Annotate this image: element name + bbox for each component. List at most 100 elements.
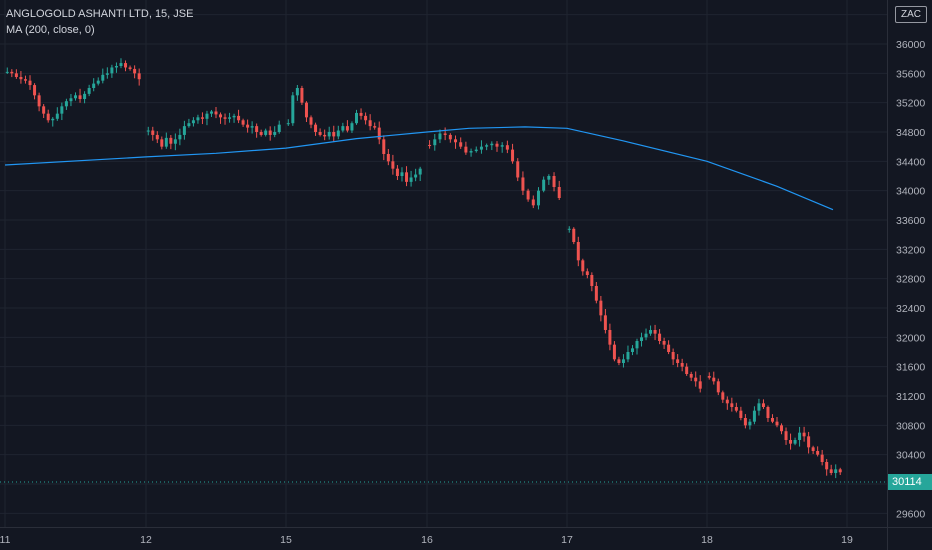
candle-body xyxy=(151,130,155,135)
candle-body xyxy=(219,114,223,118)
candle-body xyxy=(169,137,173,144)
candle-body xyxy=(581,260,585,272)
candle-body xyxy=(359,112,363,116)
candle-body xyxy=(780,425,784,432)
grid xyxy=(0,0,887,527)
candle-body xyxy=(200,117,204,119)
candle-body xyxy=(146,130,150,132)
candle-body xyxy=(748,421,752,426)
candle-body xyxy=(576,242,580,261)
candle-body xyxy=(250,126,254,128)
candle-body xyxy=(603,315,607,330)
candle-body xyxy=(511,149,515,162)
symbol-title[interactable]: ANGLOGOLD ASHANTI LTD, 15, JSE xyxy=(6,8,194,20)
candle-body xyxy=(547,176,551,180)
candle-body xyxy=(667,344,671,352)
candle-body xyxy=(196,117,200,121)
candle-body xyxy=(273,132,277,135)
candle-body xyxy=(557,187,561,198)
price-tick-label: 32800 xyxy=(896,274,925,286)
candle-body xyxy=(341,126,345,131)
candle-body xyxy=(594,286,598,301)
time-axis[interactable]: 11 12 15 16 17 18 19 xyxy=(0,534,853,546)
candle-body xyxy=(327,132,331,137)
candle-body xyxy=(205,113,209,119)
indicator-label[interactable]: MA (200, close, 0) xyxy=(6,24,95,36)
candle-body xyxy=(680,363,684,367)
price-tick-label: 32000 xyxy=(896,332,925,344)
price-axis[interactable]: 2960030000304003080031200316003200032400… xyxy=(896,10,925,521)
candle-body xyxy=(834,469,838,473)
candle-body xyxy=(630,348,634,352)
candle-body xyxy=(798,432,802,440)
candle-body xyxy=(807,436,811,448)
candle-body xyxy=(433,139,437,146)
candle-body xyxy=(355,112,358,124)
candle-body xyxy=(400,172,404,176)
candle-body xyxy=(101,74,105,81)
ma-line xyxy=(4,126,834,211)
price-tick-label: 33200 xyxy=(896,244,925,256)
candle-body xyxy=(816,451,820,455)
candle-body xyxy=(42,106,46,114)
candle-body xyxy=(676,359,680,363)
time-tick-label: 15 xyxy=(280,534,292,546)
candle-body xyxy=(87,88,91,94)
candle-body xyxy=(608,330,612,345)
price-tick-label: 36000 xyxy=(896,39,925,51)
candle-body xyxy=(286,123,290,125)
candle-body xyxy=(105,73,109,75)
candle-body xyxy=(409,177,413,182)
candle-body xyxy=(33,85,37,96)
candle-body xyxy=(386,154,390,162)
candle-body xyxy=(707,376,711,378)
candle-body xyxy=(304,102,308,118)
candle-body xyxy=(599,300,603,316)
candle-body xyxy=(19,77,23,80)
candle-body xyxy=(110,67,114,74)
candle-body xyxy=(495,143,499,147)
price-tick-label: 34000 xyxy=(896,186,925,198)
candle-body xyxy=(685,366,689,374)
time-tick-label: 11 xyxy=(0,534,11,546)
candle-body xyxy=(689,374,693,378)
candle-body xyxy=(500,145,504,147)
candle-body xyxy=(694,377,698,382)
candle-body xyxy=(128,67,132,69)
candle-body xyxy=(712,377,716,382)
candle-body xyxy=(114,66,118,68)
candle-body xyxy=(474,149,478,152)
candle-body xyxy=(187,123,191,127)
candle-body xyxy=(14,73,18,77)
candle-body xyxy=(626,352,630,360)
candle-body xyxy=(182,126,186,135)
candle-body xyxy=(793,440,797,444)
candle-body xyxy=(531,199,535,206)
currency-badge[interactable]: ZAC xyxy=(895,6,927,23)
candle-body xyxy=(28,80,32,86)
candle-body xyxy=(264,130,268,135)
candle-body xyxy=(55,113,59,119)
candle-body xyxy=(485,145,489,147)
candle-body xyxy=(662,341,666,345)
price-tick-label: 32400 xyxy=(896,303,925,315)
candle-body xyxy=(137,73,141,80)
candle-body xyxy=(345,126,349,131)
candle-body xyxy=(438,133,442,140)
candle-body xyxy=(725,399,729,404)
candle-body xyxy=(124,63,128,68)
time-tick-label: 18 xyxy=(701,534,713,546)
candle-body xyxy=(191,120,195,124)
candle-body xyxy=(46,113,50,121)
candle-body xyxy=(173,139,177,144)
candle-body xyxy=(64,101,68,107)
candle-body xyxy=(572,228,576,242)
candle-body xyxy=(391,161,395,169)
candle-body xyxy=(214,111,218,115)
candle-body xyxy=(277,124,281,132)
candle-body xyxy=(658,333,662,341)
price-tick-label: 29600 xyxy=(896,508,925,520)
candle-body xyxy=(448,134,452,140)
candle-body xyxy=(516,161,520,178)
